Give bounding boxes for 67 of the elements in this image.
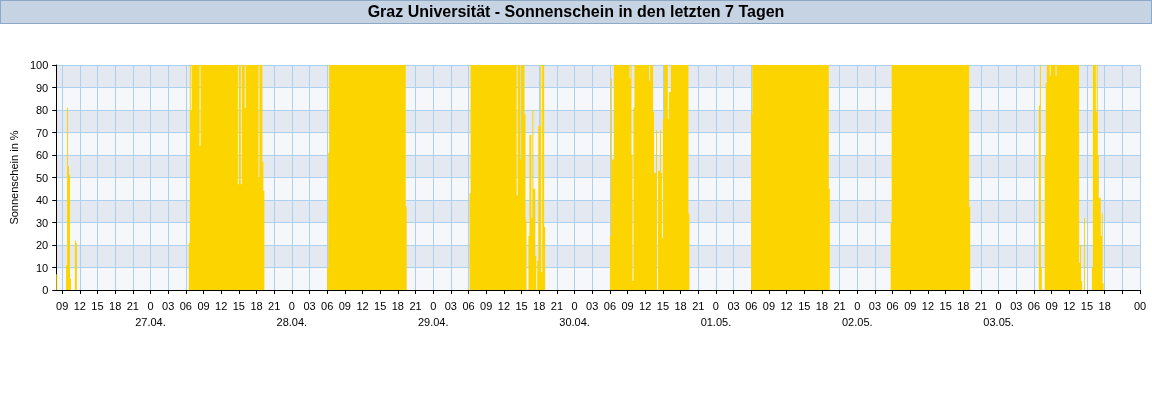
x-tick-label: 03 [1010,300,1023,312]
x-tick-label: 15 [232,300,245,312]
x-tick-label: 15 [939,300,952,312]
x-tick-label: 15 [374,300,387,312]
y-tick-label: 50 [36,171,49,184]
x-tick-label: 09 [197,300,210,312]
x-tick-label: 21 [974,300,988,312]
x-tick-label: 12 [639,300,652,312]
x-tick-label: 15 [656,300,670,312]
x-tick-label: 09 [480,300,493,312]
x-tick-label: 21 [692,300,705,312]
x-tick-label: 03 [586,300,599,312]
x-tick-label: 09 [1045,300,1058,312]
x-tick-label: 18 [533,300,546,312]
y-tick-label: 80 [36,104,49,116]
x-tick-label: 15 [515,300,528,312]
x-tick-label: 03 [727,300,740,312]
x-tick-label: 09 [762,300,776,312]
y-tick-label: 0 [42,284,49,296]
x-tick-label: 09 [904,300,917,312]
y-tick-label: 40 [36,194,49,206]
x-tick-label: 12 [780,300,793,312]
y-tick-label: 10 [36,261,49,274]
x-tick-label: 06 [179,300,192,312]
x-tick-label: 06 [321,300,334,312]
x-tick-label: 15 [1080,300,1094,312]
x-tick-label: 03 [444,300,457,312]
x-tick-label: 00 [1133,300,1147,312]
x-tick-label: 21 [268,300,281,312]
x-tick-label: 09 [338,300,351,312]
chart-title: Graz Universität - Sonnenschein in den letzten 7 Tagen [0,0,1152,24]
x-tick-label: 18 [250,300,263,312]
x-tick-label: 09 [56,300,69,312]
y-tick-label: 100 [29,59,49,71]
x-tick-label: 09 [621,300,634,312]
y-tick-label: 90 [36,81,49,94]
y-tick-label: 70 [36,126,49,139]
y-tick-label: 60 [36,149,49,161]
x-tick-label: 06 [745,300,758,312]
x-tick-label: 21 [833,300,846,312]
x-tick-label: 03 [868,300,882,312]
x-tick-label: 03 [303,300,316,312]
x-tick-label: 15 [91,300,104,312]
x-tick-label: 18 [815,300,829,312]
x-tick-label: 18 [1098,300,1111,312]
x-tick-label: 15 [798,300,811,312]
x-tick-label: 18 [674,300,687,312]
x-tick-label: 18 [391,300,404,312]
x-tick-label: 12 [215,300,228,312]
x-tick-label: 21 [550,300,564,312]
x-tick-label: 03 [162,300,175,312]
x-tick-label: 21 [409,300,422,312]
y-tick-label: 30 [36,216,49,229]
y-tick-label: 20 [36,239,49,251]
x-tick-label: 06 [1027,300,1041,312]
x-tick-label: 18 [957,300,970,312]
x-tick-label: 06 [886,300,899,312]
x-tick-label: 21 [126,300,139,312]
y-axis-title: Sonnenschein in % [7,130,20,225]
x-tick-label: 06 [462,300,475,312]
x-tick-label: 12 [73,300,86,312]
x-tick-label: 12 [356,300,369,312]
x-tick-label: 12 [1063,300,1076,312]
x-tick-label: 18 [109,300,122,312]
x-tick-label: 12 [921,300,935,312]
x-tick-label: 06 [603,300,617,312]
x-tick-label: 12 [497,300,511,312]
